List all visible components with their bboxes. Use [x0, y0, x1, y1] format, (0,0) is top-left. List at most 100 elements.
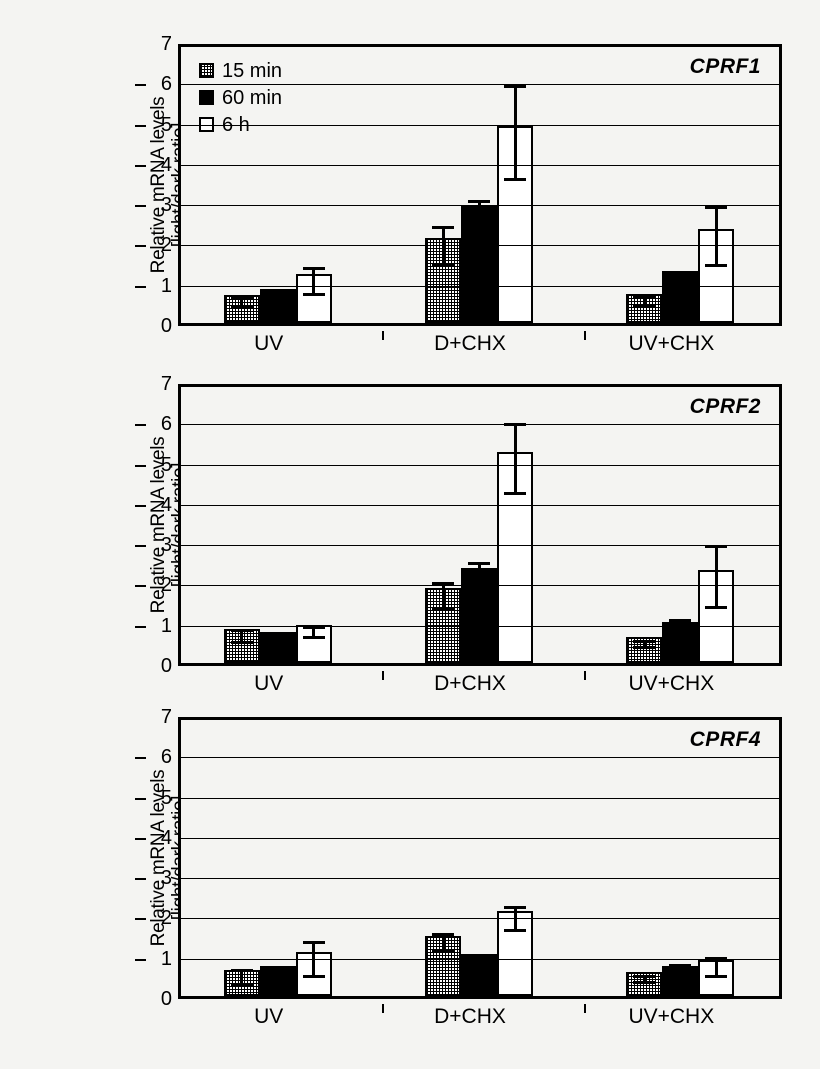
error-cap-lower: [669, 636, 692, 640]
bar: [461, 953, 497, 996]
error-cap-upper: [468, 954, 490, 958]
bars-layer: [181, 47, 779, 323]
error-cap-lower: [705, 974, 728, 978]
bars-layer: [181, 720, 779, 996]
error-cap-upper: [302, 625, 325, 629]
x-axis-label: UV: [254, 332, 284, 355]
error-cap-upper: [633, 639, 656, 643]
error-cap-upper: [669, 963, 692, 967]
legend: 15 min 60 min 6 h: [199, 57, 282, 138]
error-cap-upper: [705, 206, 728, 210]
error-cap-upper: [266, 290, 289, 294]
x-axis-labels: UV D+CHX UV+CHX: [178, 1005, 782, 1035]
x-tick-mark: [382, 331, 385, 340]
chart-panel-cprf1: Relative mRNA levels[light/dark ratio] U…: [0, 30, 820, 375]
x-tick-mark: [583, 671, 586, 680]
error-bar: [276, 633, 280, 642]
legend-swatch-t15: [199, 63, 214, 78]
y-axis-label-wrap: Relative mRNA levels[light/dark ratio]: [88, 44, 190, 326]
error-bar: [678, 963, 682, 980]
y-tick-labels: 0 1 2 3 4 5 6 7: [135, 374, 172, 676]
error-cap-upper: [669, 619, 692, 623]
error-cap-upper: [705, 956, 728, 960]
error-cap-lower: [230, 983, 253, 987]
error-cap-upper: [432, 226, 454, 230]
error-cap-lower: [266, 298, 289, 302]
y-tick-mark: [135, 504, 146, 507]
y-tick-mark: [135, 878, 146, 881]
error-cap-upper: [705, 545, 728, 549]
plot-area-wrap: 0 1 2 3 4 5 6 7 CPRF4: [135, 707, 782, 1013]
error-cap-lower: [302, 293, 325, 297]
y-tick-label: 0: [160, 315, 172, 337]
error-bar: [312, 940, 316, 975]
error-bar: [240, 296, 244, 305]
y-tick-label: 1: [160, 614, 172, 637]
error-cap-upper: [266, 966, 289, 970]
error-cap-lower: [705, 605, 728, 609]
error-bar: [240, 628, 244, 641]
error-bar: [642, 295, 646, 305]
y-tick-label: 0: [160, 655, 172, 677]
y-tick-label: 6: [160, 746, 172, 769]
error-cap-lower: [705, 264, 728, 268]
y-tick-label: 0: [160, 988, 172, 1010]
x-axis-label: UV+CHX: [628, 332, 715, 355]
gridline: [181, 164, 779, 166]
y-tick-mark: [135, 545, 146, 548]
x-axis-label: UV: [254, 1005, 284, 1028]
error-cap-lower: [432, 606, 454, 610]
error-bar: [714, 956, 718, 975]
x-axis-labels: UV D+CHX UV+CHX: [178, 332, 782, 362]
plot-area-wrap: 0 1 2 3 4 5 6 7 15 min 60 min 6 h CPRF1: [135, 34, 782, 340]
legend-swatch-t6h: [199, 117, 214, 132]
y-tick-label: 7: [160, 373, 172, 395]
y-tick-mark: [135, 464, 146, 467]
legend-label: 15 min: [222, 59, 283, 82]
bar: [626, 971, 663, 996]
error-cap-upper: [230, 968, 253, 972]
y-tick-mark: [135, 958, 146, 961]
gridline: [181, 124, 779, 126]
y-tick-label: 5: [160, 786, 172, 809]
plot-frame: CPRF4: [178, 717, 782, 1013]
y-tick-mark: [135, 797, 146, 800]
error-bar: [714, 545, 718, 606]
error-bar: [513, 423, 517, 492]
gridline: [181, 245, 779, 247]
y-tick-mark: [135, 757, 146, 760]
error-cap-lower: [468, 224, 490, 228]
error-cap-lower: [633, 646, 656, 650]
chart-title: CPRF2: [689, 395, 761, 418]
y-tick-mark: [135, 245, 146, 248]
error-cap-lower: [633, 304, 656, 308]
error-bar: [642, 974, 646, 982]
error-bar: [714, 206, 718, 265]
y-tick-label: 4: [160, 826, 172, 849]
y-tick-mark: [135, 625, 146, 628]
legend-label: 60 min: [222, 86, 283, 109]
error-bar: [513, 85, 517, 178]
error-cap-upper: [432, 932, 454, 936]
gridline: [181, 797, 779, 799]
error-bar: [477, 200, 481, 225]
error-cap-upper: [669, 272, 692, 276]
error-cap-lower: [432, 950, 454, 954]
error-bar: [678, 272, 682, 283]
y-tick-label: 3: [160, 194, 172, 217]
error-cap-upper: [230, 628, 253, 632]
error-bar: [513, 906, 517, 929]
y-tick-mark: [135, 837, 146, 840]
error-cap-upper: [302, 940, 325, 944]
error-cap-lower: [504, 928, 526, 932]
chart-panel-cprf4: Relative mRNA levels[light/dark ratio] U…: [0, 703, 820, 1048]
chart-panel-cprf2: Relative mRNA levels[light/dark ratio] U…: [0, 370, 820, 715]
error-cap-lower: [230, 304, 253, 308]
bar: [497, 125, 533, 323]
error-bar: [312, 625, 316, 636]
error-cap-upper: [302, 266, 325, 270]
gridline: [181, 918, 779, 920]
gridline: [181, 205, 779, 207]
gridline: [181, 585, 779, 587]
